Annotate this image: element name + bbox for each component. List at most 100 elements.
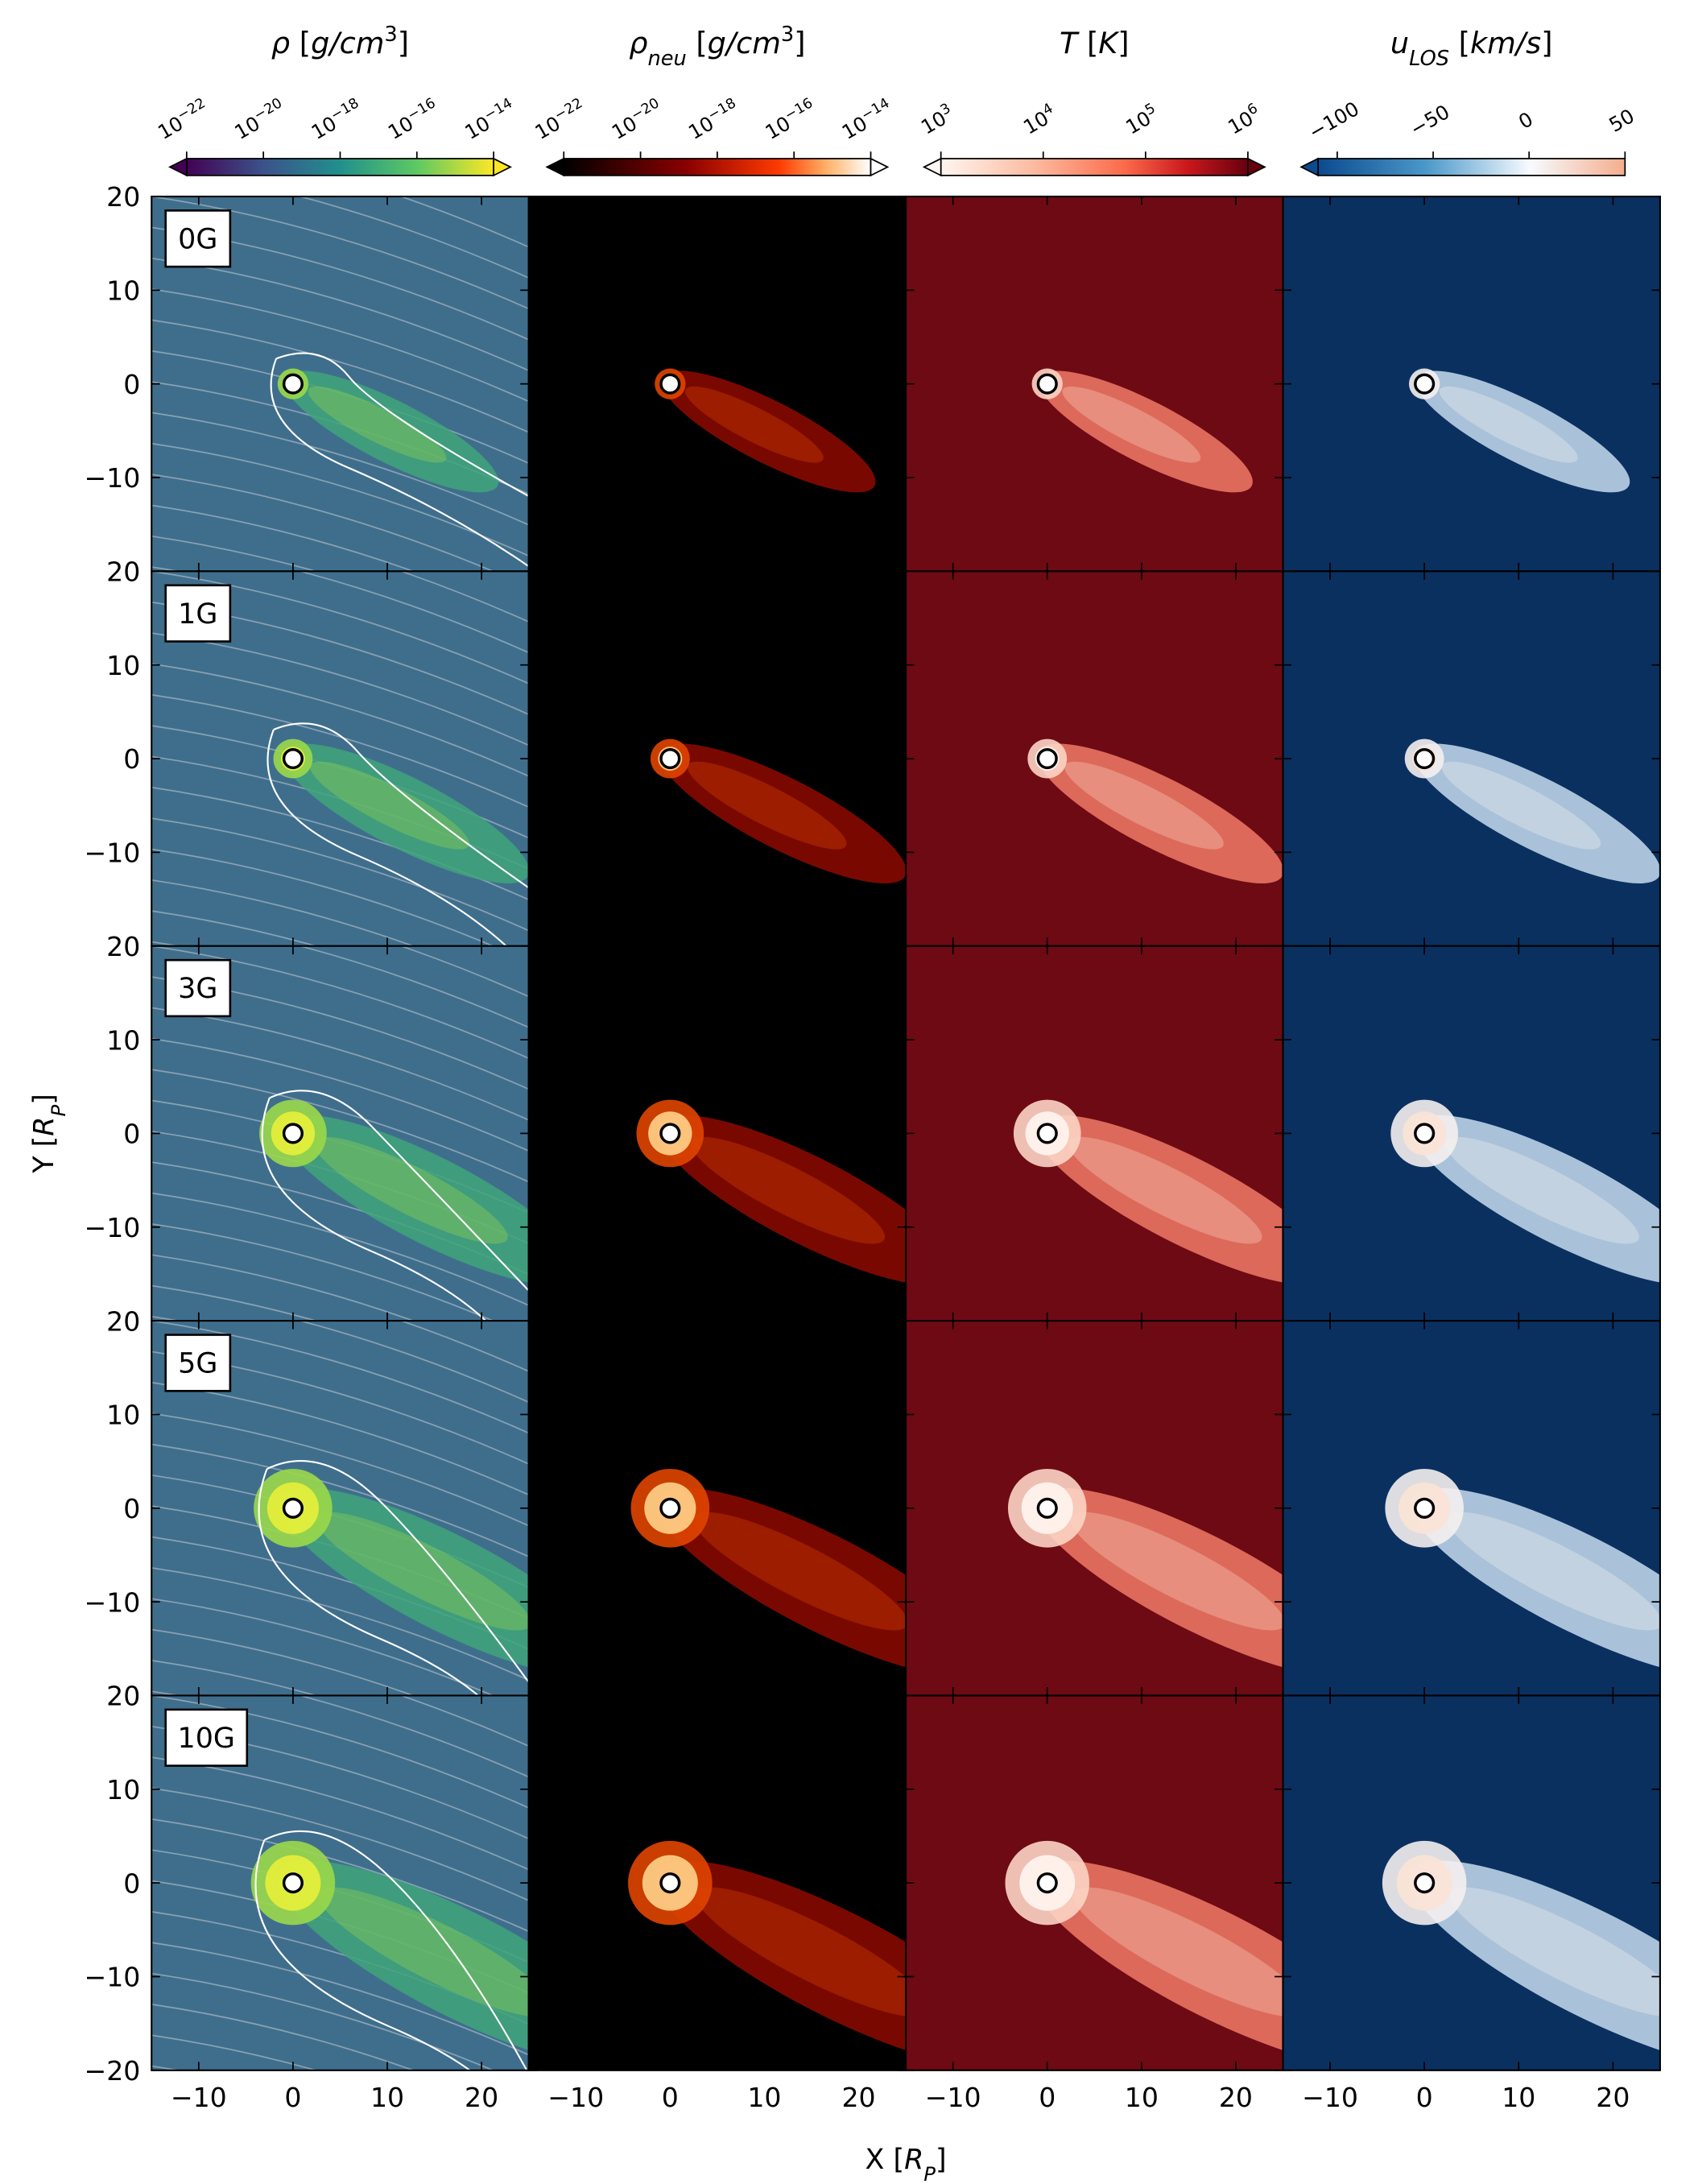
row-label-box [164,1334,232,1392]
y-tick-label: 20 [106,1305,140,1337]
row-label: 3G [178,973,217,1005]
planet [659,1123,681,1144]
tail-inner [308,386,447,463]
label-part: ] [398,26,409,60]
label-part: ] [1118,26,1129,60]
tail-inner [316,1512,529,1631]
streamline [151,319,529,433]
x-tick-label: 10 [370,2082,404,2113]
tick-exponent: −22 [552,95,585,124]
field-image [1283,945,1660,1322]
planet [1036,1123,1058,1144]
label-part: ] [28,1094,60,1105]
label-part: [ [1449,26,1470,60]
streamline [151,1037,529,1152]
contour [275,352,529,498]
planet [1036,373,1058,395]
y-tick-label: 10 [106,275,140,307]
colorbar-body [563,158,872,176]
y-tick-label: 0 [123,369,140,400]
tail [283,370,499,493]
colorbar: −100 −50 0 50 uLOS [km/s] [1299,26,1638,177]
tick-base: 0 [1514,107,1537,134]
tail [1031,1860,1283,2068]
label-part: ] [936,2144,947,2176]
colorbar-body [940,158,1249,176]
streamline [151,1942,529,2056]
field-image [906,571,1283,946]
y-tick-label: −10 [84,838,140,869]
tick-exponent: −18 [705,95,739,124]
label-part: R [28,1116,60,1135]
label-part: u [1390,26,1409,60]
colorbar-body [185,158,494,176]
y-tick-label: 10 [106,1774,140,1806]
panel [527,945,907,1322]
planet [1414,747,1436,770]
label-part: neu [647,47,686,71]
streamline [151,1566,529,1681]
planet [659,1497,681,1519]
tick-exponent: −16 [782,95,816,124]
label-part: R [904,2144,923,2176]
contour [263,1830,528,2070]
panel: −10 0 10 20 [527,1694,907,2113]
contour [269,1090,529,1292]
tail-inner [1439,386,1578,463]
panel [527,570,907,947]
planet [1414,1872,1436,1894]
colorbar-tick-label: 10−16 [760,95,820,144]
planet [1036,1872,1058,1894]
planet [659,373,681,395]
label-part: ρ [271,26,290,60]
y-tick-label: −10 [84,1212,140,1243]
tail-inner [687,761,847,850]
label-part: [ [687,26,708,60]
colorbar-tick-label: −50 [1406,100,1453,141]
y-tick-label: −20 [84,2055,140,2087]
tick-exponent: −18 [328,95,362,124]
colorbar-extend [545,157,565,177]
x-tick-label: 0 [662,2082,679,2113]
panel: −10 0 10 20 1G [84,556,530,947]
y-tick-label: 20 [106,931,140,962]
streamline [151,1413,529,1527]
colorbar-tick-label: 10−18 [684,95,743,144]
field-image [1283,571,1660,946]
streamline [151,879,415,946]
tail [1414,743,1660,883]
planet [282,1497,304,1519]
colorbar-tick-label: 105 [1121,101,1163,139]
streamline [151,1695,529,1809]
colorbar-tick-label: 10−16 [383,95,443,144]
colorbar-extend [870,157,890,177]
y-tick-label: 10 [106,1024,140,1056]
tail-inner [1062,386,1201,463]
tail-inner [1449,1887,1660,2017]
colorbar-label: uLOS [km/s] [1390,26,1553,71]
x-tick-label: 20 [841,2082,875,2113]
colorbar-label: T [K] [1060,26,1130,60]
streamline [399,196,529,248]
tail-inner [696,1887,907,2017]
tail-inner [691,1136,886,1244]
streamline [151,1321,529,1434]
label-part: km/s [1470,26,1541,60]
field-image [151,571,529,946]
x-tick-label: −10 [925,2082,981,2113]
label-part: X [ [866,2144,905,2176]
y-tick-label: 20 [106,556,140,588]
tick-exponent: −20 [629,95,663,124]
streamline [399,945,529,998]
tail [655,1860,907,2068]
label-part: K [1098,26,1120,60]
label-part: ρ [629,26,647,60]
planet [282,747,304,770]
streamline [151,817,529,932]
colorbar-tick-label: 103 [916,101,958,139]
panel: −10 0 10 20 [905,1694,1284,2113]
colorbar-body [1317,158,1626,176]
label-part: P [47,1104,70,1116]
colorbar-extend [1247,157,1266,177]
